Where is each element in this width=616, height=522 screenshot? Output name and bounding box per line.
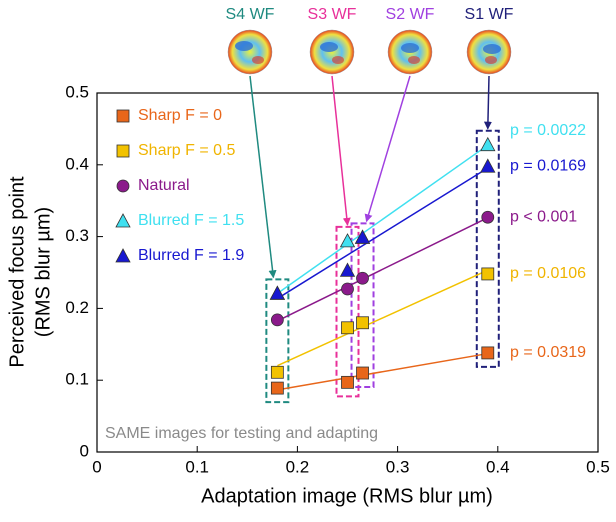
wavefront-disk [309, 29, 355, 75]
legend-label: Blurred F = 1.9 [138, 247, 244, 264]
marker [354, 229, 371, 244]
legend-entry: Natural [116, 177, 190, 194]
fit-line [276, 144, 489, 295]
legend-label: Sharp F = 0.5 [138, 142, 235, 159]
wavefront-disk [227, 29, 273, 75]
y-tick-label: 0.4 [65, 154, 89, 173]
legend-label: Natural [138, 177, 190, 194]
wavefront-image [387, 29, 433, 75]
x-axis-title: Adaptation image (RMS blur µm) [201, 485, 493, 507]
wavefront-image [466, 29, 512, 75]
wavefront-blob [401, 43, 419, 53]
p-value-label: p = 0.0169 [510, 157, 586, 174]
marker [480, 136, 496, 152]
marker [269, 285, 286, 300]
y-tick-label: 0.2 [65, 298, 89, 317]
wavefront-blob [408, 56, 420, 64]
p-value-label: p = 0.0022 [510, 122, 586, 139]
wavefront-blob [332, 56, 344, 64]
marker [481, 346, 495, 360]
y-axis-title: (RMS blur µm) [32, 207, 54, 337]
arrow [331, 75, 351, 226]
wavefront-image [309, 29, 355, 75]
wavefront-label: S4 WF [226, 6, 275, 23]
marker [270, 365, 284, 379]
legend-entry: Blurred F = 1.5 [115, 212, 244, 229]
wavefront-label: S3 WF [308, 6, 357, 23]
x-tick-label: 0.1 [185, 457, 209, 476]
marker [356, 366, 369, 380]
x-tick-label: 0.5 [586, 457, 610, 476]
y-tick-label: 0.3 [65, 226, 89, 245]
x-tick-label: 0.4 [486, 457, 510, 476]
marker [356, 316, 369, 330]
legend-entry: Blurred F = 1.9 [115, 247, 244, 264]
legend-swatch [116, 179, 130, 193]
wavefront-label: S2 WF [386, 6, 435, 23]
marker [341, 321, 354, 335]
fit-line [277, 352, 488, 391]
plot-frame [96, 92, 599, 453]
marker [339, 262, 356, 277]
x-tick-label: 0.2 [286, 457, 310, 476]
x-tick-label: 0 [92, 457, 101, 476]
legend-entry: Sharp F = 0 [116, 107, 222, 124]
y-tick-label: 0.1 [65, 370, 89, 389]
marker [481, 210, 495, 224]
group-box [265, 278, 290, 404]
p-value-label: p = 0.0319 [510, 344, 586, 361]
y-tick-label: 0 [80, 441, 89, 460]
fit-line [277, 216, 489, 322]
x-tick-label: 0.3 [386, 457, 410, 476]
fit-line [276, 167, 489, 300]
marker [481, 267, 495, 281]
note: SAME images for testing and adapting [105, 425, 378, 442]
marker [480, 158, 496, 173]
legend-swatch [115, 213, 131, 228]
marker [341, 375, 354, 389]
marker [341, 282, 354, 296]
group-box [350, 222, 375, 389]
wavefront-blob [320, 42, 338, 52]
legend-swatch [115, 248, 131, 263]
y-axis-title: Perceived focus point [6, 176, 28, 368]
legend-entry: Sharp F = 0.5 [116, 142, 235, 159]
y-tick-label: 0.5 [65, 82, 89, 101]
legend-label: Blurred F = 1.5 [138, 212, 244, 229]
wavefront-label: S1 WF [465, 6, 514, 23]
wavefront-blob [483, 44, 501, 54]
p-value-label: p < 0.001 [510, 208, 577, 225]
wavefront-image [227, 29, 273, 75]
arrow [364, 75, 411, 223]
legend-label: Sharp F = 0 [138, 107, 222, 124]
wavefront-blob [485, 56, 497, 64]
group-box [475, 129, 500, 368]
fit-line [277, 269, 489, 367]
marker [270, 381, 284, 395]
legend-swatch [116, 109, 130, 123]
legend-swatch [116, 144, 130, 158]
marker [339, 233, 356, 248]
arrow [483, 75, 492, 130]
wavefront-blob [252, 56, 264, 64]
marker [270, 313, 284, 327]
wavefront-blob [235, 41, 253, 51]
group-box [335, 225, 360, 398]
marker [356, 271, 369, 285]
p-value-label: p = 0.0106 [510, 265, 586, 282]
arrow [249, 75, 277, 279]
